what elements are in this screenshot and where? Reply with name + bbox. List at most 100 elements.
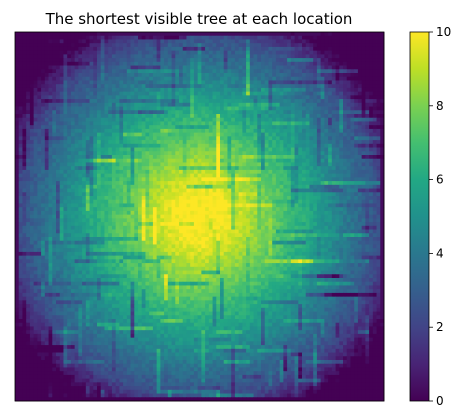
heatmap-cell (56, 110, 61, 115)
heatmap-cell (104, 61, 109, 66)
heatmap-cell (290, 61, 295, 66)
heatmap-cell (335, 99, 340, 104)
heatmap-cell (339, 54, 344, 59)
heatmap-cell (264, 39, 269, 44)
heatmap-cell (268, 50, 273, 55)
heatmap-cell (126, 87, 131, 93)
heatmap-cell (179, 203, 184, 208)
heatmap-cell (145, 196, 150, 201)
heatmap-cell (320, 117, 325, 122)
heatmap-cell (316, 136, 322, 141)
heatmap-cell (97, 196, 102, 201)
heatmap-cell (138, 73, 143, 78)
heatmap-cell (104, 140, 109, 145)
heatmap-cell (138, 46, 143, 52)
heatmap-cell (164, 166, 169, 171)
heatmap-cell (234, 80, 240, 85)
heatmap-cell (376, 69, 381, 74)
heatmap-cell (220, 140, 225, 145)
heatmap-cell (97, 46, 102, 52)
heatmap-cell (193, 65, 199, 70)
heatmap-cell (171, 69, 176, 74)
heatmap-cell (126, 203, 131, 208)
heatmap-cell (331, 214, 336, 219)
heatmap-cell (149, 99, 154, 104)
heatmap-cell (115, 54, 120, 59)
heatmap-cell (152, 95, 158, 100)
heatmap-cell (52, 61, 57, 66)
heatmap-cell (93, 50, 98, 55)
heatmap-cell (369, 140, 374, 145)
heatmap-cell (279, 162, 284, 167)
heatmap-cell (152, 166, 158, 171)
heatmap-cell (100, 46, 105, 52)
heatmap-cell (59, 207, 64, 212)
heatmap-cell (89, 199, 94, 204)
heatmap-cell (346, 50, 351, 55)
heatmap-cell (141, 203, 146, 208)
heatmap-cell (357, 117, 363, 122)
heatmap-cell (298, 32, 303, 37)
heatmap-cell (372, 184, 377, 189)
heatmap-cell (160, 35, 165, 40)
heatmap-cell (182, 147, 187, 152)
heatmap-cell (365, 58, 370, 63)
heatmap-cell (354, 58, 359, 63)
heatmap-cell (343, 106, 348, 111)
heatmap-cell (313, 199, 318, 204)
heatmap-cell (89, 87, 94, 93)
heatmap-cell (264, 117, 269, 122)
heatmap-cell (212, 184, 217, 189)
heatmap-cell (324, 46, 329, 52)
heatmap-cell (134, 140, 139, 145)
heatmap-cell (201, 35, 206, 40)
heatmap-cell (167, 58, 172, 63)
heatmap-cell (320, 69, 325, 74)
heatmap-cell (93, 177, 98, 182)
heatmap-cell (294, 80, 299, 85)
heatmap-cell (138, 158, 143, 163)
heatmap-cell (361, 203, 366, 208)
heatmap-cell (171, 184, 176, 189)
heatmap-cell (186, 132, 191, 137)
heatmap-cell (246, 188, 251, 193)
heatmap-cell (22, 207, 27, 212)
heatmap-cell (294, 102, 299, 107)
heatmap-cell (171, 76, 176, 81)
heatmap-cell (324, 136, 329, 141)
heatmap-cell (115, 110, 120, 115)
heatmap-cell (305, 173, 310, 178)
heatmap-cell (290, 196, 295, 201)
heatmap-cell (164, 151, 169, 156)
heatmap-cell (257, 210, 262, 216)
heatmap-cell (134, 143, 139, 148)
heatmap-cell (223, 140, 228, 145)
heatmap-cell (26, 117, 31, 122)
heatmap-cell (44, 125, 49, 130)
heatmap-cell (275, 143, 281, 148)
heatmap-cell (33, 80, 38, 85)
heatmap-cell (380, 155, 385, 160)
heatmap-cell (331, 155, 336, 160)
heatmap-cell (37, 132, 42, 137)
heatmap-cell (164, 91, 169, 96)
heatmap-cell (335, 203, 340, 208)
heatmap-cell (242, 162, 247, 167)
heatmap-cell (119, 69, 124, 74)
heatmap-cell (193, 128, 199, 134)
heatmap-cell (182, 125, 187, 130)
heatmap-cell (175, 158, 180, 163)
heatmap-cell (246, 95, 251, 100)
heatmap-cell (186, 155, 191, 160)
heatmap-cell (369, 199, 374, 204)
heatmap-cell (134, 184, 139, 189)
heatmap-cell (164, 140, 169, 145)
heatmap-cell (283, 173, 288, 178)
heatmap-cell (179, 192, 184, 197)
heatmap-cell (343, 136, 348, 141)
heatmap-cell (283, 147, 288, 152)
heatmap-cell (257, 43, 262, 48)
heatmap-cell (141, 169, 146, 175)
heatmap-cell (175, 87, 180, 93)
heatmap-cell (48, 177, 53, 182)
